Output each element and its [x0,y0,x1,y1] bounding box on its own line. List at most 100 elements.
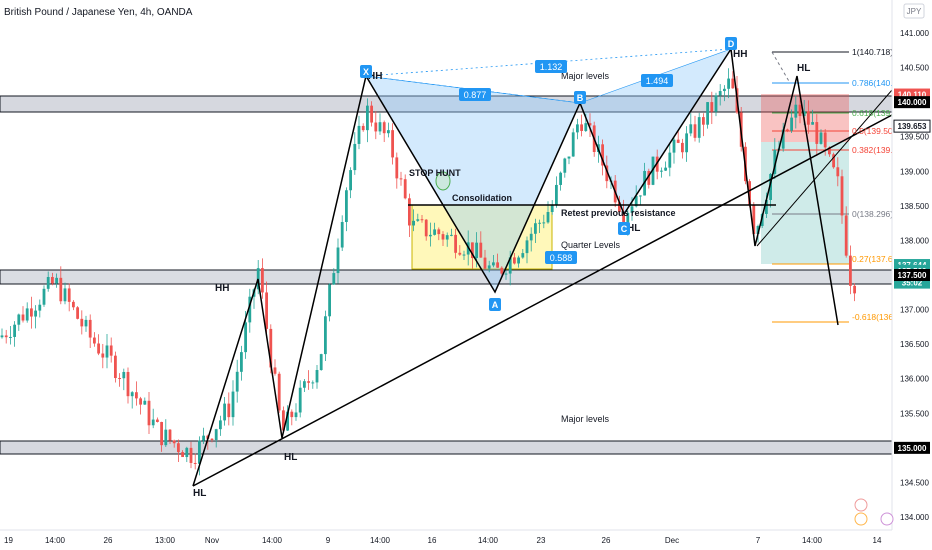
annotation-hl-1: HL [193,488,206,499]
candle [172,439,176,448]
annotations: HH HH HH HL HL HL HL STOP HUNT Consolida… [193,49,810,499]
candle [46,271,50,292]
candle [210,437,214,443]
candle [319,353,323,371]
candle [849,245,852,295]
candle [55,273,58,288]
candle [672,135,676,164]
candle [647,168,651,189]
candle [122,368,126,391]
candle [374,111,378,140]
candle [328,283,331,322]
chart-event-icons[interactable] [854,498,894,526]
candle [588,113,592,138]
x-tick-labels: 19 14:00 26 13:00 Nov 14:00 9 14:00 16 14:00 23 26 D… [4,536,882,545]
y-tick-0: 141.000 [900,29,929,38]
candle [807,100,810,134]
svg-text:137.500: 137.500 [898,271,927,280]
candle [542,214,546,229]
candle [290,409,294,426]
candle [93,332,96,347]
candle [156,417,159,423]
rising-trendline [192,114,893,487]
candle [139,396,142,415]
candle [378,113,382,135]
pattern-xd-dotted [365,48,732,77]
y-tick-9: 136.500 [900,340,929,349]
annotation-major-levels-lower: Major levels [561,414,610,424]
candle [525,236,529,264]
event-icon-2[interactable] [854,512,868,526]
candle [181,450,184,458]
currency-badge[interactable] [903,3,925,19]
candle [538,219,541,233]
candle [403,174,407,200]
candle [731,71,735,89]
candle [147,391,151,434]
candle [9,326,12,345]
candle [458,245,462,256]
candle [429,222,432,247]
zone-quarter-levels [0,269,893,285]
svg-text:139.653: 139.653 [898,122,927,131]
candle [786,128,789,133]
svg-text:35:02: 35:02 [902,279,923,288]
candle [811,109,814,125]
price-axis[interactable]: JPY 141.000 140.500 140.000 139.500 139.000 1… [891,0,932,550]
y-tick-4: 139.000 [900,167,929,176]
candle [80,310,84,335]
candle [773,138,777,179]
candle [702,113,705,137]
candle [550,200,554,215]
candle [366,98,369,143]
candle [563,157,567,178]
x-tick-5: 14:00 [262,536,283,545]
candle [714,92,718,117]
candle [0,328,4,339]
candle [387,122,390,138]
candle [399,171,403,186]
y-tick-10: 136.000 [900,375,929,384]
annotation-consolidation: Consolidation [452,193,512,203]
candles [0,68,856,476]
x-tick-2: 26 [104,536,113,545]
candle [504,270,508,280]
candle [408,193,411,237]
ratio-1132: 1.132 [540,62,563,72]
candle [240,345,243,381]
ratio-0877: 0.877 [464,90,487,100]
event-icon-3[interactable] [880,512,894,526]
candle [718,84,722,106]
ratio-0588: 0.588 [550,253,573,263]
candle [668,143,672,177]
candle [42,285,46,307]
time-axis[interactable]: 19 14:00 26 13:00 Nov 14:00 9 14:00 16 14:00 23 26 D… [0,529,892,550]
candle [84,315,88,332]
candle [727,68,730,99]
event-icon-1[interactable] [854,498,868,512]
candle [492,254,495,268]
svg-text:135.000: 135.000 [898,444,927,453]
candle [168,429,172,444]
candle [353,132,357,175]
candle [424,219,428,241]
candle [676,130,680,144]
candle [487,260,491,273]
candle [38,299,42,318]
candle [114,351,117,383]
candle [177,439,180,462]
candle [101,343,105,369]
candle [72,300,75,311]
x-tick-11: 26 [602,536,611,545]
candle [13,321,16,347]
annotation-major-levels-upper: Major levels [561,71,610,81]
candle [420,214,424,223]
candle [126,367,130,404]
price-tag-6: 137.500 [894,269,930,281]
candle [164,419,168,447]
candle [697,112,701,143]
candle [214,428,218,448]
candle [433,222,436,236]
point-d: D [728,39,735,49]
